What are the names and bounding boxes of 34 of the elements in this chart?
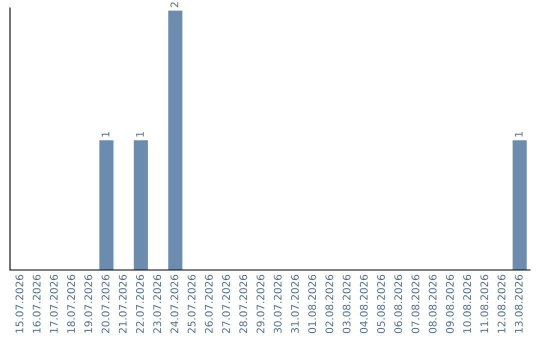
x-tick-label: 26.07.2026 (204, 274, 213, 334)
data-label: 1 (136, 132, 144, 137)
x-tick-label: 05.08.2026 (377, 274, 385, 334)
x-tick-label: 13.08.2026 (514, 274, 523, 333)
x-tick-label: 02.08.2026 (325, 274, 334, 334)
x-tick-label: 29.07.2026 (256, 274, 264, 334)
data-label: 1 (102, 132, 110, 137)
x-tick-label: 30.07.2026 (274, 274, 282, 334)
x-tick-label: 21.07.2026 (118, 274, 127, 334)
x-tick-label: 01.08.2026 (308, 274, 316, 334)
x-tick-label: 12.08.2026 (498, 274, 506, 333)
x-tick-label: 25.07.2026 (188, 274, 196, 334)
x-tick-label: 11.08.2026 (480, 274, 488, 333)
x-tick-label: 07.08.2026 (412, 274, 420, 334)
x-tick-label: 22.07.2026 (136, 274, 144, 334)
x-tick-label: 10.08.2026 (463, 274, 472, 333)
data-label: 2 (170, 2, 178, 8)
x-tick-label: 28.07.2026 (239, 274, 248, 334)
data-label: 1 (514, 132, 523, 137)
x-tick-label: 20.07.2026 (102, 274, 110, 334)
x-tick-label: 04.08.2026 (360, 274, 368, 334)
x-tick-label: 17.07.2026 (50, 274, 58, 333)
x-tick-label: 08.08.2026 (428, 274, 437, 334)
x-tick-label: 24.07.2026 (170, 274, 178, 334)
x-tick-label: 18.07.2026 (67, 274, 76, 333)
x-tick-label: 16.07.2026 (32, 274, 41, 333)
x-tick-label: 31.07.2026 (290, 274, 299, 334)
x-tick-label: 15.07.2026 (15, 274, 24, 333)
x-tick-label: 27.07.2026 (222, 274, 230, 334)
x-tick-label: 03.08.2026 (342, 274, 351, 334)
x-tick-label: 09.08.2026 (446, 274, 454, 334)
x-tick-label: 23.07.2026 (153, 274, 162, 334)
x-tick-label: 06.08.2026 (394, 274, 402, 334)
x-tick-label: 19.07.2026 (84, 274, 92, 333)
